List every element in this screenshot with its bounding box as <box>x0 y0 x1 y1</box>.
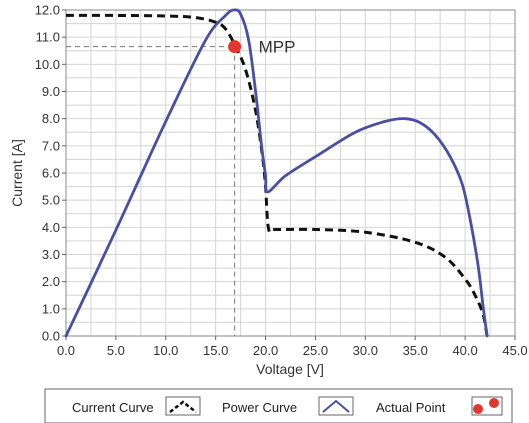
y-tick-label: 8.0 <box>42 111 60 126</box>
x-tick-label: 0.0 <box>57 343 75 358</box>
y-tick-label: 4.0 <box>42 220 60 235</box>
x-tick-label: 35.0 <box>403 343 428 358</box>
x-tick-label: 10.0 <box>153 343 178 358</box>
legend-label-current: Current Curve <box>72 400 154 415</box>
x-tick-label: 30.0 <box>353 343 378 358</box>
y-tick-label: 6.0 <box>42 166 60 181</box>
red-point-icon <box>471 396 503 416</box>
x-tick-label: 15.0 <box>203 343 228 358</box>
y-tick-label: 11.0 <box>36 30 60 45</box>
current-curve-line <box>65 13 489 337</box>
dashed-curve-icon <box>165 396 201 416</box>
mpp-label: MPP <box>259 38 296 57</box>
legend-label-actual-point: Actual Point <box>376 400 446 415</box>
solid-curve-icon <box>318 396 354 416</box>
y-tick-label: 10.0 <box>35 57 60 72</box>
mpp-point <box>228 40 242 54</box>
x-axis-title: Voltage [V] <box>256 361 324 377</box>
y-tick-label: 7.0 <box>42 138 60 153</box>
x-tick-label: 40.0 <box>452 343 477 358</box>
points-layer: MPP <box>228 38 295 57</box>
mpp-guides <box>66 46 236 336</box>
y-tick-label: 5.0 <box>42 193 60 208</box>
x-tick-label: 5.0 <box>107 343 125 358</box>
y-axis-ticks: 0.0 1.0 2.0 3.0 4.0 5.0 6.0 7.0 8.0 9.0 10.0 11.0 12… <box>35 3 66 344</box>
x-tick-label: 25.0 <box>303 343 328 358</box>
legend-label-power: Power Curve <box>222 400 297 415</box>
legend: Current Curve Power Curve Actual Point <box>44 388 513 423</box>
legend-box <box>44 388 513 423</box>
x-tick-label: 20.0 <box>253 343 278 358</box>
y-tick-label: 12.0 <box>35 3 60 18</box>
power-curve-line <box>64 8 489 338</box>
series-layer <box>64 8 489 338</box>
x-tick-label: 45.0 <box>502 343 527 358</box>
y-tick-label: 2.0 <box>42 274 60 289</box>
y-tick-label: 1.0 <box>42 301 60 316</box>
x-axis-ticks: 0.0 5.0 10.0 15.0 20.0 25.0 30.0 35.0 40.0 45.0 <box>57 336 528 358</box>
y-tick-label: 9.0 <box>42 84 60 99</box>
y-axis-title: Current [A] <box>9 139 25 207</box>
y-tick-label: 0.0 <box>42 329 60 344</box>
y-tick-label: 3.0 <box>42 247 60 262</box>
